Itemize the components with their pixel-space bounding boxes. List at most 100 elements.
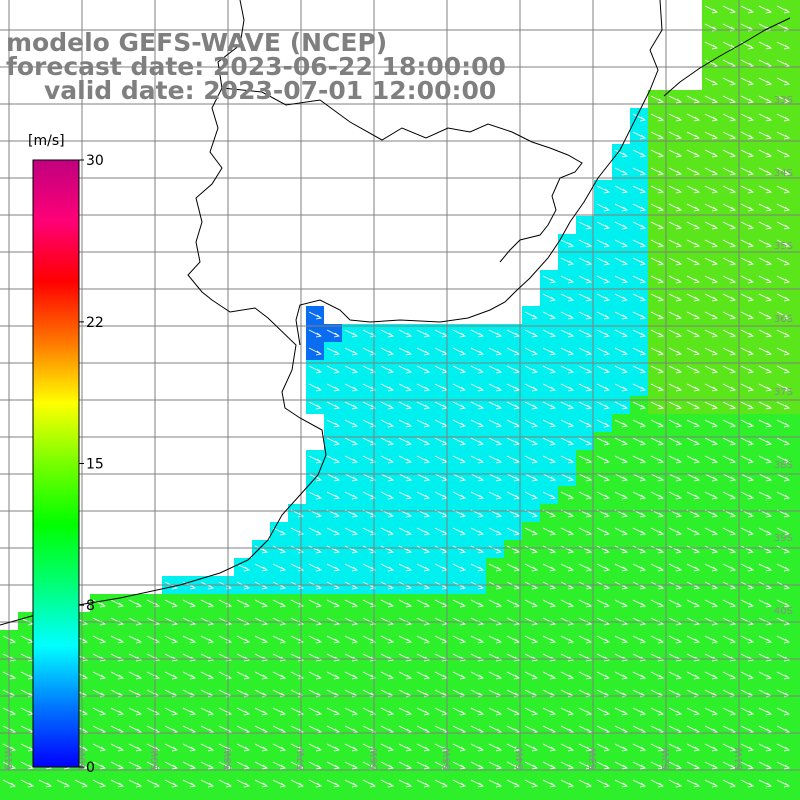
wind-arrow-head bbox=[315, 602, 322, 608]
wind-arrow-head bbox=[495, 386, 502, 392]
wind-arrow-head bbox=[117, 656, 124, 662]
wind-arrow-head bbox=[459, 404, 466, 410]
wind-arrow bbox=[632, 113, 646, 121]
wind-arrow-head bbox=[711, 656, 718, 662]
wind-arrow-head bbox=[747, 584, 754, 590]
wind-arrow-head bbox=[675, 98, 682, 104]
wind-arrow-head bbox=[765, 458, 772, 464]
field-cell bbox=[792, 486, 800, 504]
wind-arrow-head bbox=[99, 674, 106, 680]
wind-arrow-head bbox=[765, 782, 772, 788]
wind-arrow-head bbox=[675, 674, 682, 680]
wind-arrow-head bbox=[603, 206, 610, 212]
wind-arrow-head bbox=[603, 584, 610, 590]
wind-arrow-head bbox=[315, 332, 322, 338]
field-cell bbox=[792, 54, 800, 72]
wind-arrow bbox=[722, 23, 736, 31]
wind-arrow bbox=[758, 113, 772, 121]
wind-arrow-head bbox=[405, 530, 412, 536]
colorbar-tick-label: 22 bbox=[86, 315, 104, 331]
wind-arrow-head bbox=[603, 638, 610, 644]
field-cell bbox=[792, 774, 800, 792]
wind-arrow-head bbox=[405, 638, 412, 644]
wind-arrow-head bbox=[585, 224, 592, 230]
wind-arrow-head bbox=[315, 566, 322, 572]
wind-arrow-head bbox=[675, 638, 682, 644]
wind-arrow-head bbox=[441, 782, 448, 788]
field-cell bbox=[792, 18, 800, 36]
wind-arrow-head bbox=[549, 404, 556, 410]
wind-arrow-head bbox=[729, 170, 736, 176]
wind-arrow-head bbox=[153, 710, 160, 716]
wind-arrow-head bbox=[351, 458, 358, 464]
wind-arrow-head bbox=[765, 404, 772, 410]
wind-arrow-head bbox=[621, 422, 628, 428]
wind-arrow-head bbox=[765, 674, 772, 680]
wind-arrow-head bbox=[459, 332, 466, 338]
wind-arrow-head bbox=[495, 584, 502, 590]
field-cell bbox=[792, 72, 800, 90]
wind-arrow-head bbox=[711, 260, 718, 266]
wind-arrow-head bbox=[783, 260, 790, 266]
wind-arrow-head bbox=[603, 188, 610, 194]
wind-arrow-head bbox=[423, 566, 430, 572]
wind-arrow-head bbox=[657, 512, 664, 518]
wind-arrow-head bbox=[405, 656, 412, 662]
wind-arrow-head bbox=[657, 278, 664, 284]
wind-arrow-head bbox=[135, 746, 142, 752]
wind-arrow-head bbox=[207, 746, 214, 752]
field-cell bbox=[792, 90, 800, 108]
wind-arrow-head bbox=[477, 746, 484, 752]
wind-arrow-head bbox=[711, 152, 718, 158]
wind-arrow-head bbox=[387, 602, 394, 608]
wind-arrow-head bbox=[171, 746, 178, 752]
wind-arrow-head bbox=[369, 530, 376, 536]
wind-arrow bbox=[704, 41, 718, 49]
wind-arrow-head bbox=[657, 260, 664, 266]
wind-arrow-head bbox=[315, 638, 322, 644]
wind-arrow-head bbox=[459, 674, 466, 680]
wind-arrow-head bbox=[639, 386, 646, 392]
wind-arrow-head bbox=[765, 170, 772, 176]
field-cell bbox=[792, 756, 800, 774]
wind-arrow-head bbox=[783, 80, 790, 86]
wind-arrow-head bbox=[333, 458, 340, 464]
wind-arrow-head bbox=[693, 548, 700, 554]
wind-arrow-head bbox=[639, 710, 646, 716]
wind-arrow-head bbox=[603, 530, 610, 536]
wind-arrow-head bbox=[513, 422, 520, 428]
wind-arrow-head bbox=[765, 386, 772, 392]
wind-arrow-head bbox=[765, 494, 772, 500]
wind-arrow-head bbox=[747, 350, 754, 356]
field-cell bbox=[540, 792, 558, 800]
wind-arrow-head bbox=[495, 350, 502, 356]
wind-arrow-head bbox=[639, 134, 646, 140]
wind-arrow-head bbox=[333, 476, 340, 482]
wind-arrow bbox=[704, 59, 718, 67]
wind-arrow-head bbox=[477, 512, 484, 518]
wind-arrow-head bbox=[747, 566, 754, 572]
wind-arrow-head bbox=[783, 152, 790, 158]
wind-arrow-head bbox=[333, 764, 340, 770]
wind-arrow-head bbox=[783, 98, 790, 104]
wind-arrow-head bbox=[477, 458, 484, 464]
wind-arrow-head bbox=[567, 602, 574, 608]
wind-arrow-head bbox=[603, 782, 610, 788]
wind-arrow-head bbox=[783, 332, 790, 338]
wind-arrow-head bbox=[621, 674, 628, 680]
wind-arrow-head bbox=[549, 764, 556, 770]
wind-arrow-head bbox=[639, 584, 646, 590]
wind-arrow-head bbox=[747, 8, 754, 14]
wind-arrow-head bbox=[657, 134, 664, 140]
wind-arrow-head bbox=[765, 602, 772, 608]
wind-arrow-head bbox=[495, 602, 502, 608]
wind-arrow-head bbox=[603, 386, 610, 392]
field-cell bbox=[0, 792, 18, 800]
wind-arrow-head bbox=[369, 584, 376, 590]
wind-arrow-head bbox=[621, 296, 628, 302]
wind-arrow-head bbox=[387, 458, 394, 464]
wind-arrow bbox=[668, 95, 682, 103]
wind-arrow-head bbox=[729, 638, 736, 644]
wind-arrow-head bbox=[369, 404, 376, 410]
wind-arrow-head bbox=[495, 512, 502, 518]
